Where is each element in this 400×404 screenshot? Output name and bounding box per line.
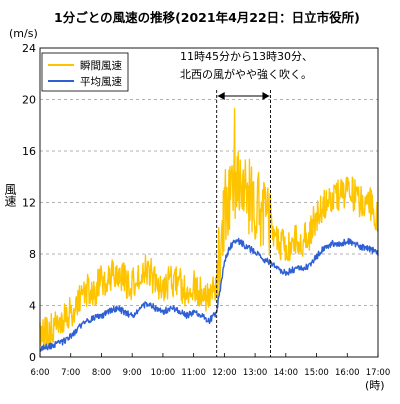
x-tick-label: 11:00 — [181, 368, 206, 378]
series-line-average — [39, 237, 379, 352]
legend-label-average: 平均風速 — [80, 76, 122, 88]
series-line-instant — [39, 107, 379, 349]
y-tick-label: 4 — [29, 300, 36, 313]
plot-frame — [39, 47, 379, 358]
y-tick-label: 8 — [29, 248, 36, 261]
x-tick-label: 8:00 — [92, 368, 111, 378]
x-tick-label: 13:00 — [243, 368, 268, 378]
axes: 0 4 8 12 16 20 24 6:00 7:00 8:00 9:00 10:00 11:00 12:… — [22, 42, 390, 378]
y-tick-label: 16 — [22, 145, 36, 158]
y-axis-unit: (m/s) — [9, 27, 38, 40]
chart-title: 1分ごとの風速の推移(2021年4月22日：日立市役所) — [54, 10, 360, 25]
x-tick-label: 10:00 — [151, 368, 176, 378]
legend-label-instant: 瞬間風速 — [80, 59, 122, 72]
y-tick-label: 12 — [22, 197, 36, 210]
x-tick-label: 16:00 — [335, 368, 360, 378]
x-tick-label: 12:00 — [212, 368, 237, 378]
annotation-arrowhead-right — [262, 92, 270, 100]
annotation: 11時45分から13時30分、 北西の風がやや強く吹く。 — [180, 50, 313, 357]
annotation-line-2: 北西の風がやや強く吹く。 — [180, 67, 312, 81]
y-axis-label: 風速 — [3, 183, 17, 207]
x-tick-label: 9:00 — [123, 368, 142, 378]
x-axis-unit: (時) — [365, 379, 385, 392]
x-tick-label: 7:00 — [61, 368, 80, 378]
y-tick-label: 20 — [22, 94, 36, 107]
x-tick-label: 15:00 — [304, 368, 329, 378]
series-layer — [39, 107, 379, 352]
legend-box — [41, 52, 129, 92]
annotation-line-1: 11時45分から13時30分、 — [180, 50, 313, 63]
legend: 瞬間風速 平均風速 — [41, 52, 129, 92]
x-tick-label: 17:00 — [366, 368, 391, 378]
y-tick-label: 0 — [29, 351, 36, 364]
x-tick-label: 6:00 — [30, 368, 49, 378]
y-tick-label: 24 — [22, 42, 36, 55]
annotation-arrowhead-left — [217, 92, 225, 100]
x-tick-label: 14:00 — [274, 368, 299, 378]
